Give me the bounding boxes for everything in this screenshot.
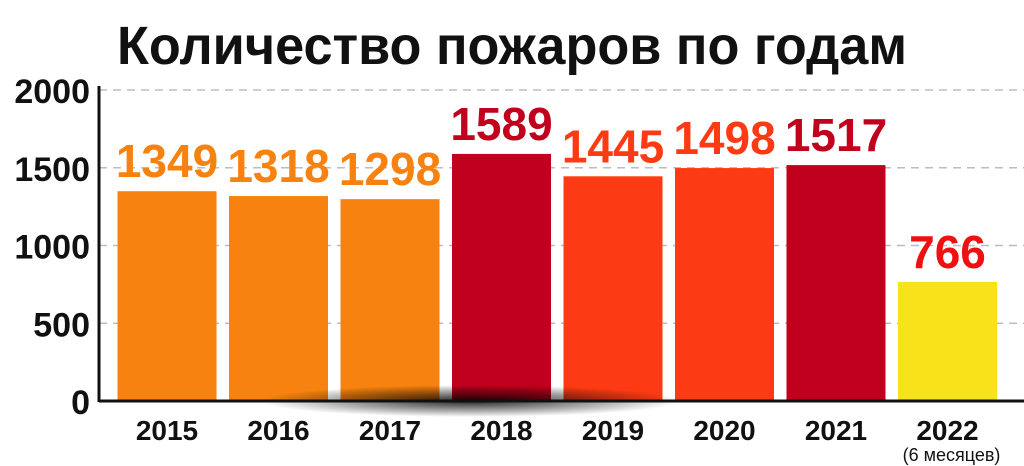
x-tick-label: 2022 (916, 415, 978, 446)
y-tick-label: 500 (33, 306, 90, 344)
y-tick-label: 1500 (14, 151, 90, 189)
value-label: 1445 (562, 120, 664, 172)
value-label: 1318 (227, 140, 329, 192)
x-tick-note: (6 месяцев) (903, 445, 1001, 465)
x-tick-label: 2021 (805, 415, 867, 446)
x-tick-label: 2015 (136, 415, 198, 446)
y-tick-label: 0 (71, 384, 90, 422)
y-tick-label: 2000 (14, 73, 90, 111)
bar (340, 199, 440, 401)
x-tick-label: 2017 (359, 415, 421, 446)
bar (117, 191, 217, 401)
x-tick-label: 2019 (582, 415, 644, 446)
y-tick-label: 1000 (14, 229, 90, 267)
value-label: 1589 (450, 98, 552, 150)
x-tick-labels: 2015 2016 2017 2018 2019 2020 2021 2022(6 месяц… (136, 415, 1001, 465)
bar (675, 168, 774, 401)
bar (229, 196, 328, 401)
bar (563, 176, 663, 401)
bar (452, 153, 551, 401)
value-label: 1298 (339, 143, 441, 195)
chart-title: Количество пожаров по годам (117, 16, 907, 76)
bars (117, 153, 997, 401)
value-label: 766 (909, 226, 986, 278)
value-label: 1517 (785, 109, 887, 161)
bar (786, 165, 886, 401)
bar (898, 281, 997, 401)
value-label: 1349 (116, 135, 218, 187)
x-tick-label: 2016 (247, 415, 309, 446)
x-tick-label: 2020 (693, 415, 755, 446)
value-label: 1498 (673, 112, 775, 164)
x-tick-label: 2018 (470, 415, 532, 446)
y-tick-labels: 2000 1500 1000 500 0 (14, 73, 90, 422)
